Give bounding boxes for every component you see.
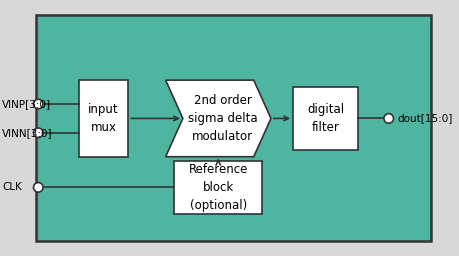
Circle shape xyxy=(34,183,43,192)
Text: VINP[3:0]: VINP[3:0] xyxy=(2,99,51,109)
Polygon shape xyxy=(165,80,270,157)
Text: VINN[3:0]: VINN[3:0] xyxy=(2,128,52,138)
Bar xyxy=(36,15,430,241)
Circle shape xyxy=(383,114,392,123)
Text: CLK: CLK xyxy=(2,182,22,192)
Text: Reference
block
(optional): Reference block (optional) xyxy=(188,163,247,212)
Circle shape xyxy=(34,99,43,109)
Text: digital
filter: digital filter xyxy=(306,103,343,134)
Bar xyxy=(174,161,262,214)
Bar xyxy=(292,87,357,150)
Text: dout[15:0]: dout[15:0] xyxy=(397,113,452,123)
Bar xyxy=(78,80,128,157)
Text: 2nd order
sigma delta
modulator: 2nd order sigma delta modulator xyxy=(187,94,257,143)
Text: input
mux: input mux xyxy=(88,103,118,134)
Circle shape xyxy=(34,128,43,137)
